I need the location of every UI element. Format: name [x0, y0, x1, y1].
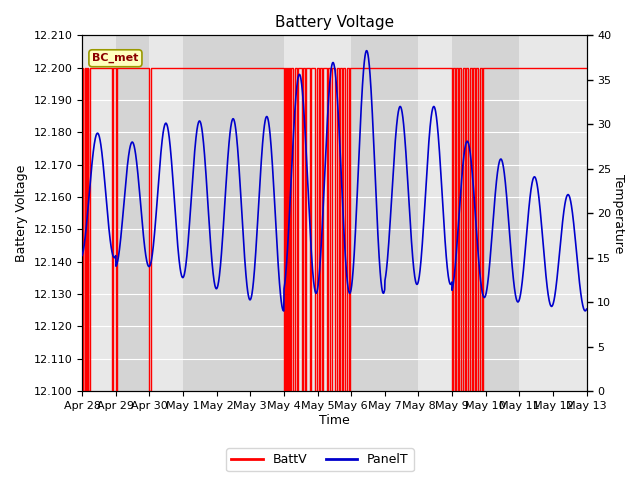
Bar — [351, 36, 419, 391]
Bar — [183, 36, 284, 391]
X-axis label: Time: Time — [319, 414, 349, 427]
Bar — [116, 36, 149, 391]
Bar — [452, 36, 519, 391]
Title: Battery Voltage: Battery Voltage — [275, 15, 394, 30]
Text: BC_met: BC_met — [92, 53, 139, 63]
Y-axis label: Battery Voltage: Battery Voltage — [15, 165, 28, 262]
Legend: BattV, PanelT: BattV, PanelT — [227, 448, 413, 471]
Y-axis label: Temperature: Temperature — [612, 174, 625, 253]
